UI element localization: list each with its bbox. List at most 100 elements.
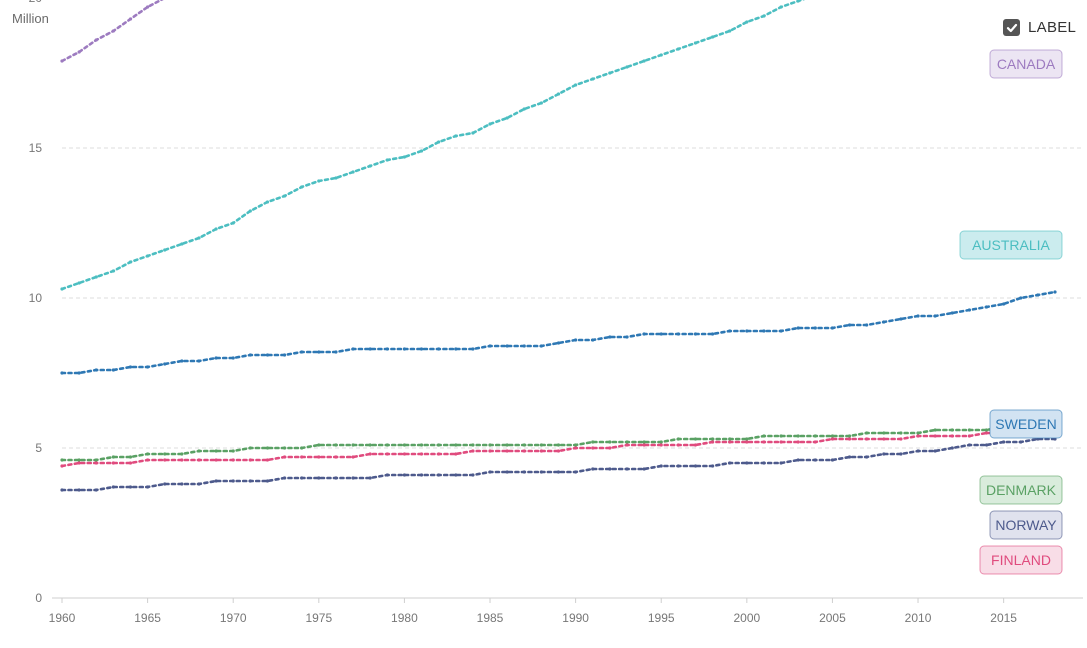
data-point [950, 446, 954, 450]
data-point [625, 65, 629, 69]
label-toggle[interactable]: LABEL [1003, 19, 1076, 36]
series-australia [60, 0, 805, 291]
series-label-australia: AUSTRALIA [959, 230, 1063, 260]
data-point [488, 470, 492, 474]
data-point [180, 359, 184, 363]
x-tick-label: 1975 [305, 611, 332, 625]
data-point [300, 185, 304, 189]
data-point [368, 452, 372, 456]
data-point [163, 452, 167, 456]
x-tick-label: 1995 [648, 611, 675, 625]
data-point [865, 323, 869, 327]
data-point [933, 449, 937, 453]
y-tick-label: 10 [29, 291, 43, 305]
data-point [317, 179, 321, 183]
data-point [796, 326, 800, 330]
label-box [979, 545, 1063, 575]
x-tick-label: 1960 [49, 611, 76, 625]
label-text: CANADA [997, 56, 1056, 72]
data-point [762, 440, 766, 444]
data-point [710, 440, 715, 444]
data-point [317, 350, 321, 354]
series-line [60, 0, 164, 63]
label-toggle-text: LABEL [1028, 19, 1077, 36]
data-point [539, 470, 543, 474]
data-point [916, 314, 920, 318]
data-point [847, 437, 852, 441]
data-point [197, 359, 201, 363]
data-point [111, 455, 115, 459]
data-point [111, 368, 115, 372]
data-point [385, 347, 389, 351]
label-text: NORWAY [995, 517, 1057, 533]
data-point [146, 458, 150, 462]
data-point [539, 344, 543, 348]
data-point [231, 221, 235, 225]
data-point [556, 443, 561, 447]
data-point [146, 452, 150, 456]
label-box [959, 230, 1063, 260]
data-point [248, 479, 252, 483]
data-point [574, 446, 578, 450]
label-text: AUSTRALIA [972, 237, 1050, 253]
y-tick-label: 15 [29, 141, 43, 155]
data-point [967, 308, 971, 312]
series-finland [60, 431, 1057, 468]
data-point [197, 449, 201, 453]
data-point [710, 464, 715, 468]
data-point [180, 482, 184, 486]
data-point [659, 443, 663, 447]
series-line [60, 422, 1057, 462]
data-point [419, 347, 424, 351]
data-point [625, 335, 629, 339]
data-point [899, 437, 903, 441]
checkbox-checked-icon[interactable] [1003, 19, 1020, 36]
data-point [574, 338, 578, 342]
data-point [128, 365, 133, 369]
data-point [710, 437, 715, 441]
data-point [762, 14, 766, 18]
data-point [847, 323, 852, 327]
series-label-canada: CANADA [989, 49, 1063, 79]
data-point [1019, 440, 1023, 444]
data-point [471, 347, 475, 351]
series-label-norway: NORWAY [989, 510, 1063, 540]
data-point [163, 482, 167, 486]
data-point [317, 476, 321, 480]
x-tick-label: 1980 [391, 611, 418, 625]
data-point [522, 443, 526, 447]
data-point [676, 47, 680, 51]
data-point [77, 461, 81, 465]
data-point [317, 455, 321, 459]
data-point [248, 446, 252, 450]
x-tick-label: 2005 [819, 611, 846, 625]
data-point [950, 428, 954, 432]
data-point [676, 443, 680, 447]
data-point [385, 473, 389, 477]
data-point [163, 458, 167, 462]
series-denmark [60, 422, 1057, 462]
data-point [248, 209, 252, 213]
data-point [1002, 440, 1006, 444]
data-point [265, 479, 270, 483]
data-point [334, 350, 338, 354]
data-point [574, 443, 578, 447]
data-point [505, 449, 509, 453]
data-point [847, 434, 852, 438]
data-point [402, 443, 407, 447]
data-point [728, 29, 732, 33]
data-point [282, 446, 287, 450]
data-point [60, 371, 64, 375]
label-text: FINLAND [991, 552, 1051, 568]
data-point [94, 275, 98, 279]
data-point [830, 458, 835, 462]
data-point [522, 107, 526, 111]
data-point [454, 443, 458, 447]
data-point [984, 431, 989, 435]
data-point [60, 59, 64, 63]
data-point [608, 446, 612, 450]
data-point [899, 452, 903, 456]
data-point [830, 437, 835, 441]
data-point [574, 470, 578, 474]
data-point [300, 476, 304, 480]
